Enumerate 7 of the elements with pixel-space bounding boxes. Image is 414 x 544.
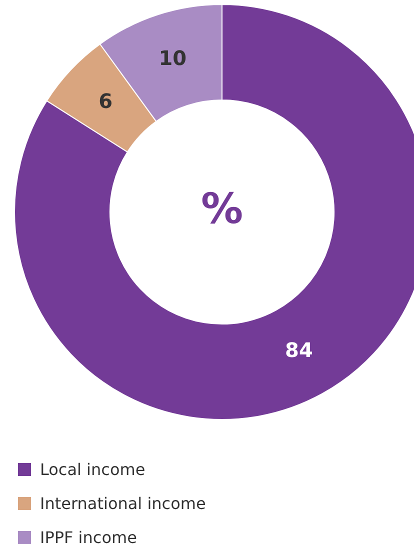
text: % — [200, 184, 244, 233]
legend-label: Local income — [40, 460, 146, 478]
legend-label: International income — [40, 494, 206, 512]
data-label: 10 — [158, 46, 187, 70]
data-label: 84 — [285, 338, 313, 362]
legend-label: IPPF income — [40, 528, 137, 544]
data-label: 6 — [98, 88, 112, 113]
